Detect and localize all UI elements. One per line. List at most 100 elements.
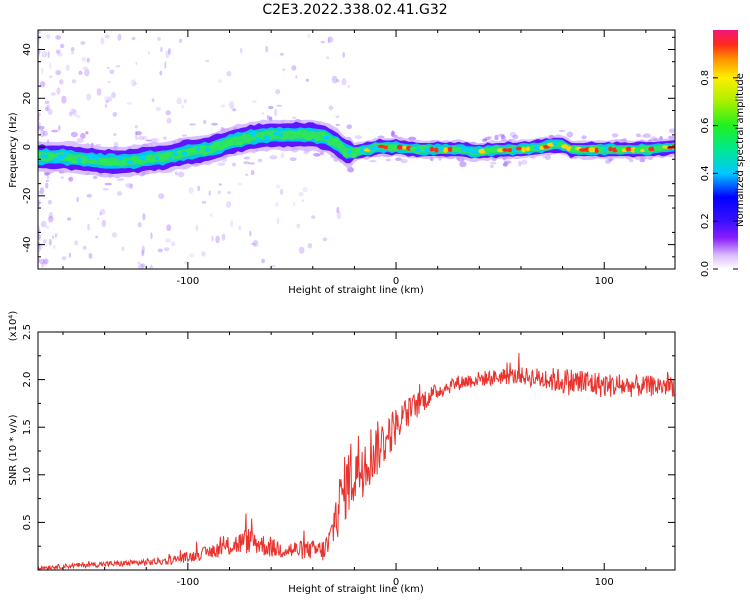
noise-speck (149, 264, 153, 269)
noise-speck (80, 41, 86, 45)
noise-speck (82, 66, 88, 70)
haze-speck (247, 162, 256, 165)
noise-speck (164, 61, 167, 69)
ridge-core-blob (603, 147, 609, 153)
ridge-core-blob (342, 151, 347, 158)
noise-speck (211, 235, 214, 242)
noise-speck (45, 182, 49, 189)
ridge-core-blob (52, 158, 61, 162)
noise-speck (71, 79, 77, 84)
y-tick-label: 40 (22, 43, 33, 56)
noise-speck (174, 171, 178, 176)
ridge-core-blob (130, 157, 138, 161)
noise-speck (107, 80, 111, 84)
ridge-core-blob (557, 142, 563, 148)
noise-speck (104, 95, 108, 101)
spectrogram-x-label: Height of straight line (km) (288, 285, 424, 296)
noise-speck (86, 193, 92, 198)
snr-ticks: -100 0 100 0.5 1.0 1.5 2.0 2.5 (22, 324, 675, 588)
ridge-core-blob (338, 143, 343, 147)
noise-speck (188, 186, 194, 194)
noise-speck (46, 104, 51, 111)
noise-speck (295, 75, 298, 79)
ridge-core-blob (126, 160, 133, 164)
noise-speck (74, 240, 79, 246)
noise-speck (126, 102, 133, 105)
ridge-core-blob (186, 149, 193, 154)
ridge-core-blob (393, 146, 398, 150)
haze-speck (509, 131, 517, 138)
noise-speck (231, 162, 237, 167)
y-tick-label: -20 (22, 188, 33, 204)
ridge-core-blob (70, 159, 79, 164)
haze-speck (494, 134, 499, 141)
noise-speck (105, 99, 109, 104)
noise-speck (181, 105, 184, 109)
haze-speck (104, 182, 112, 186)
ridge-core-blob (104, 158, 110, 164)
noise-speck (134, 124, 138, 129)
ridge-core-blob (222, 143, 229, 148)
ridge-core-blob (99, 159, 106, 164)
ridge-core-blob (429, 146, 435, 152)
ridge-core-blob (447, 146, 453, 152)
haze-speck (51, 129, 59, 133)
noise-speck (151, 98, 155, 103)
haze-speck (503, 162, 509, 167)
haze-speck (490, 162, 497, 165)
ridge-core-blob (588, 147, 597, 153)
ridge-core-blob (356, 148, 361, 153)
colorbar-gradient (713, 30, 738, 269)
noise-speck (70, 108, 76, 115)
noise-speck (229, 101, 235, 110)
haze-speck (142, 135, 148, 140)
noise-speck (101, 219, 107, 228)
ridge-core-blob (86, 154, 91, 160)
noise-speck (301, 199, 305, 202)
noise-speck (218, 183, 222, 186)
noise-speck (41, 67, 44, 75)
snr-x-label: Height of straight line (km) (288, 584, 424, 595)
noise-speck (38, 126, 44, 131)
x-tick-label: 0 (393, 577, 399, 588)
noise-speck (68, 177, 72, 181)
ridge-core-blob (235, 141, 244, 146)
noise-speck (137, 222, 142, 228)
noise-speck (111, 232, 118, 238)
haze-speck (650, 136, 658, 142)
noise-speck (221, 104, 226, 108)
ridge-core-blob (199, 145, 207, 149)
x-tick-label: -100 (177, 276, 200, 287)
noise-speck (165, 238, 171, 243)
noise-speck (61, 95, 67, 104)
spectrogram-y-label: Frequency (Hz) (8, 112, 19, 188)
noise-speck (140, 263, 146, 268)
noise-speck (322, 237, 328, 242)
haze-speck (137, 136, 145, 141)
noise-speck (210, 213, 213, 217)
ridge-core-blob (525, 146, 531, 152)
noise-speck (38, 234, 41, 241)
noise-speck (150, 232, 153, 240)
noise-speck (326, 56, 330, 59)
x-tick-label: 100 (595, 276, 614, 287)
snr-y-label: SNR (10 * v/v) (8, 414, 19, 485)
ridge-core-blob (149, 158, 156, 163)
noise-speck (298, 192, 304, 197)
haze-speck (395, 157, 402, 161)
spectrogram-frame (37, 29, 676, 270)
noise-speck (55, 69, 62, 76)
haze-speck (269, 155, 278, 160)
ridge-core-blob (181, 151, 188, 156)
noise-speck (61, 256, 67, 261)
ridge-core-blob (658, 146, 663, 151)
noise-speck (201, 200, 207, 204)
noise-speck (38, 112, 41, 117)
noise-speck (341, 78, 347, 86)
noise-speck (111, 92, 116, 99)
noise-speck (72, 109, 78, 117)
colorbar-tick-label: 0.8 (700, 70, 711, 86)
noise-speck (195, 224, 199, 232)
